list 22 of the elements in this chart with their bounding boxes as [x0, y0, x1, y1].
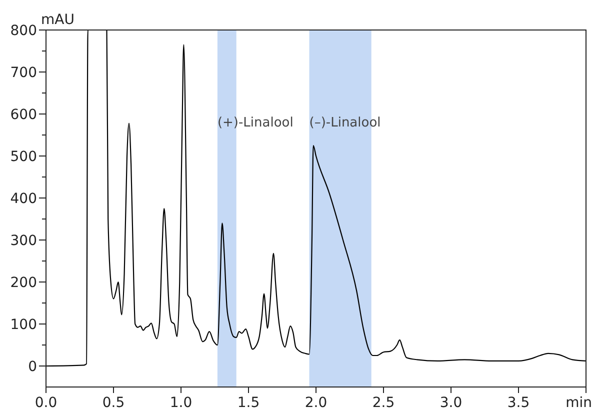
x-tick-label: 3.5	[507, 395, 530, 411]
x-tick-label: 1.0	[170, 395, 192, 411]
band-label: (–)-Linalool	[309, 116, 381, 131]
line-series	[45, 29, 587, 367]
y-axis-title: mAU	[41, 12, 74, 28]
x-tick-label: 3.0	[440, 395, 462, 411]
x-tick-label: min	[566, 395, 592, 411]
y-tick-label: 600	[10, 106, 37, 123]
y-tick-label: 100	[10, 316, 37, 333]
y-tick-label: 800	[10, 22, 37, 39]
y-tick-label: 700	[10, 64, 37, 81]
x-tick-label: 1.5	[237, 395, 260, 411]
y-tick-label: 200	[10, 274, 37, 291]
y-tick-label: 0	[28, 358, 37, 375]
y-tick-label: 300	[10, 232, 37, 249]
x-tick-label: 0.5	[102, 395, 125, 411]
y-tick-label: 500	[10, 148, 37, 165]
y-tick-label: 400	[10, 190, 37, 207]
x-tick-label: 0.0	[34, 395, 58, 411]
x-tick-label: 2.0	[304, 395, 328, 411]
x-tick-label: 2.5	[372, 395, 395, 411]
band-label: (+)-Linalool	[217, 116, 294, 131]
